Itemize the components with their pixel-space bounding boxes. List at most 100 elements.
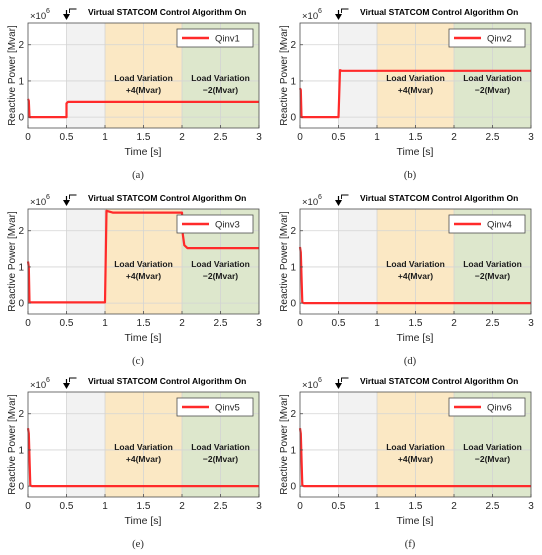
exponent-base: ×10 bbox=[30, 197, 46, 208]
y-tick-label: 2 bbox=[290, 409, 296, 420]
legend-label: Qinv4 bbox=[487, 220, 512, 231]
x-tick-label: 3 bbox=[256, 318, 262, 329]
annotation-hook bbox=[69, 8, 77, 13]
x-tick-label: 0.5 bbox=[60, 501, 74, 512]
annotation-text: Virtual STATCOM Control Algorithm On bbox=[360, 376, 518, 386]
x-tick-label: 1 bbox=[374, 318, 380, 329]
x-tick-label: 1.5 bbox=[137, 318, 151, 329]
x-tick-label: 3 bbox=[256, 501, 262, 512]
legend-label: Qinv3 bbox=[215, 220, 240, 231]
x-tick-label: 1.5 bbox=[409, 501, 423, 512]
x-tick-label: 1 bbox=[102, 132, 108, 143]
x-tick-label: 0 bbox=[297, 132, 303, 143]
x-tick-label: 0 bbox=[25, 501, 31, 512]
x-tick-label: 0.5 bbox=[332, 318, 346, 329]
region-label-line2: +4(Mvar) bbox=[398, 454, 433, 464]
legend-box bbox=[176, 28, 254, 48]
panel-caption: (a) bbox=[132, 170, 144, 181]
region-label-line1: Load Variation bbox=[463, 73, 522, 83]
x-tick-label: 2 bbox=[451, 501, 457, 512]
region-label-line1: Load Variation bbox=[463, 259, 522, 269]
y-tick-label: 0 bbox=[290, 113, 296, 124]
chart-panel: Load Variation +4(Mvar) Load Variation −2(M… bbox=[7, 7, 262, 181]
region-label-line2: +4(Mvar) bbox=[398, 271, 433, 281]
y-axis-label: Reactive Power [Mvar] bbox=[7, 211, 18, 312]
series-line bbox=[298, 246, 531, 305]
region-label-line2: +4(Mvar) bbox=[126, 271, 161, 281]
region-label-line2: −2(Mvar) bbox=[203, 85, 238, 95]
x-tick-label: 2 bbox=[179, 318, 185, 329]
x-axis-label: Time [s] bbox=[125, 332, 162, 344]
y-tick-label: 0 bbox=[290, 299, 296, 310]
y-axis-label: Reactive Power [Mvar] bbox=[7, 25, 18, 126]
x-tick-label: 1 bbox=[374, 501, 380, 512]
x-tick-label: 3 bbox=[528, 132, 534, 143]
y-tick-label: 2 bbox=[18, 409, 24, 420]
series-line bbox=[298, 69, 531, 119]
x-tick-label: 0 bbox=[297, 501, 303, 512]
panel-caption: (e) bbox=[132, 539, 144, 550]
annotation-arrow-head bbox=[63, 14, 70, 20]
y-tick-label: 2 bbox=[290, 226, 296, 237]
annotation-text: Virtual STATCOM Control Algorithm On bbox=[88, 376, 246, 386]
x-tick-label: 2 bbox=[451, 318, 457, 329]
annotation-arrow-head bbox=[335, 383, 342, 389]
region-label-line2: +4(Mvar) bbox=[126, 454, 161, 464]
chart-panel: Load Variation +4(Mvar) Load Variation −2(M… bbox=[7, 193, 262, 367]
exponent-power: 6 bbox=[318, 194, 322, 201]
exponent-power: 6 bbox=[46, 377, 50, 384]
exponent-base: ×10 bbox=[30, 380, 46, 391]
region-label-line1: Load Variation bbox=[463, 442, 522, 452]
x-tick-label: 0.5 bbox=[332, 132, 346, 143]
panel-caption: (d) bbox=[404, 356, 417, 367]
x-tick-label: 2 bbox=[179, 132, 185, 143]
annotation-text: Virtual STATCOM Control Algorithm On bbox=[88, 193, 246, 203]
x-tick-label: 0.5 bbox=[60, 318, 74, 329]
legend-box bbox=[448, 214, 526, 234]
legend-box bbox=[176, 397, 254, 417]
legend-label: Qinv5 bbox=[215, 403, 240, 414]
chart-panel: Load Variation +4(Mvar) Load Variation −2(M… bbox=[279, 376, 534, 550]
x-tick-label: 0.5 bbox=[332, 501, 346, 512]
region-label-line1: Load Variation bbox=[386, 73, 445, 83]
x-tick-label: 2.5 bbox=[486, 501, 500, 512]
x-tick-label: 2 bbox=[179, 501, 185, 512]
region-label-line1: Load Variation bbox=[114, 442, 173, 452]
region-label-line1: Load Variation bbox=[191, 259, 250, 269]
y-tick-label: 0 bbox=[18, 113, 24, 124]
y-tick-label: 1 bbox=[18, 76, 24, 87]
region-label-line1: Load Variation bbox=[114, 73, 173, 83]
legend-label: Qinv6 bbox=[487, 403, 512, 414]
x-tick-label: 0 bbox=[25, 318, 31, 329]
region-label-line1: Load Variation bbox=[386, 259, 445, 269]
series-line bbox=[26, 98, 259, 119]
y-tick-label: 1 bbox=[290, 262, 296, 273]
y-axis-label: Reactive Power [Mvar] bbox=[279, 394, 290, 495]
y-axis-label: Reactive Power [Mvar] bbox=[279, 211, 290, 312]
exponent-power: 6 bbox=[46, 194, 50, 201]
exponent-power: 6 bbox=[318, 377, 322, 384]
x-tick-label: 1 bbox=[374, 132, 380, 143]
pre-load-shade bbox=[66, 23, 105, 128]
annotation-hook bbox=[69, 194, 77, 199]
x-tick-label: 0 bbox=[25, 132, 31, 143]
y-tick-label: 1 bbox=[18, 445, 24, 456]
exponent-base: ×10 bbox=[302, 197, 318, 208]
y-tick-label: 1 bbox=[18, 262, 24, 273]
region-label-line2: −2(Mvar) bbox=[203, 454, 238, 464]
x-axis-label: Time [s] bbox=[397, 332, 434, 344]
pre-load-shade bbox=[338, 392, 377, 497]
x-tick-label: 3 bbox=[256, 132, 262, 143]
annotation-text: Virtual STATCOM Control Algorithm On bbox=[360, 193, 518, 203]
y-tick-label: 0 bbox=[18, 299, 24, 310]
y-tick-label: 1 bbox=[290, 76, 296, 87]
annotation-text: Virtual STATCOM Control Algorithm On bbox=[88, 7, 246, 17]
x-axis-label: Time [s] bbox=[397, 146, 434, 158]
series-line bbox=[26, 209, 259, 304]
exponent-base: ×10 bbox=[302, 380, 318, 391]
legend-label: Qinv2 bbox=[487, 34, 512, 45]
annotation-arrow-head bbox=[63, 383, 70, 389]
x-tick-label: 2 bbox=[451, 132, 457, 143]
